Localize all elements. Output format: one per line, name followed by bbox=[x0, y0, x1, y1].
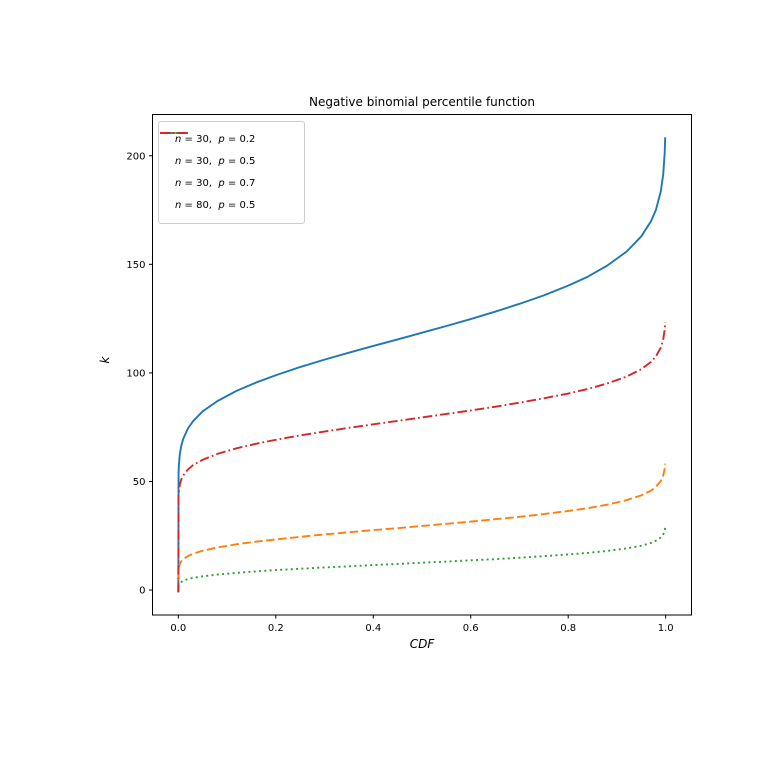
series-line-3 bbox=[177, 322, 667, 593]
legend: n = 30, p = 0.2 n = 30, p = 0.5 n = 30, p … bbox=[158, 121, 305, 224]
legend-label: n = 30, p = 0.5 bbox=[175, 155, 256, 167]
legend-item-2: n = 30, p = 0.7 bbox=[160, 132, 296, 194]
x-axis-label: CDF bbox=[409, 637, 435, 651]
x-tick-label: 0.2 bbox=[268, 623, 284, 634]
x-tick-label: 1.0 bbox=[658, 623, 674, 634]
y-tick-label: 0 bbox=[139, 586, 145, 597]
axes-frame bbox=[152, 114, 692, 616]
x-tick-label: 0.6 bbox=[463, 623, 479, 634]
legend-item-1: n = 30, p = 0.5 bbox=[160, 132, 296, 172]
chart-title: Negative binomial percentile function bbox=[309, 95, 535, 109]
series-line-2 bbox=[177, 527, 667, 593]
y-tick-label: 50 bbox=[133, 477, 146, 488]
y-tick-label: 100 bbox=[126, 368, 145, 379]
legend-line-sample bbox=[160, 132, 188, 134]
x-tick-label: 0.0 bbox=[170, 623, 186, 634]
x-tick-label: 0.4 bbox=[365, 623, 381, 634]
legend-label: n = 30, p = 0.7 bbox=[175, 177, 256, 189]
legend-item-3: n = 80, p = 0.5 bbox=[160, 132, 296, 216]
series-line-1 bbox=[177, 463, 667, 593]
y-tick-label: 150 bbox=[126, 260, 145, 271]
legend-label: n = 30, p = 0.2 bbox=[175, 133, 256, 145]
x-tick-label: 0.8 bbox=[560, 623, 576, 634]
y-axis-label: k bbox=[98, 356, 112, 364]
legend-label: n = 80, p = 0.5 bbox=[175, 199, 256, 211]
y-tick-label: 200 bbox=[126, 151, 145, 162]
series-line-0 bbox=[177, 137, 667, 593]
